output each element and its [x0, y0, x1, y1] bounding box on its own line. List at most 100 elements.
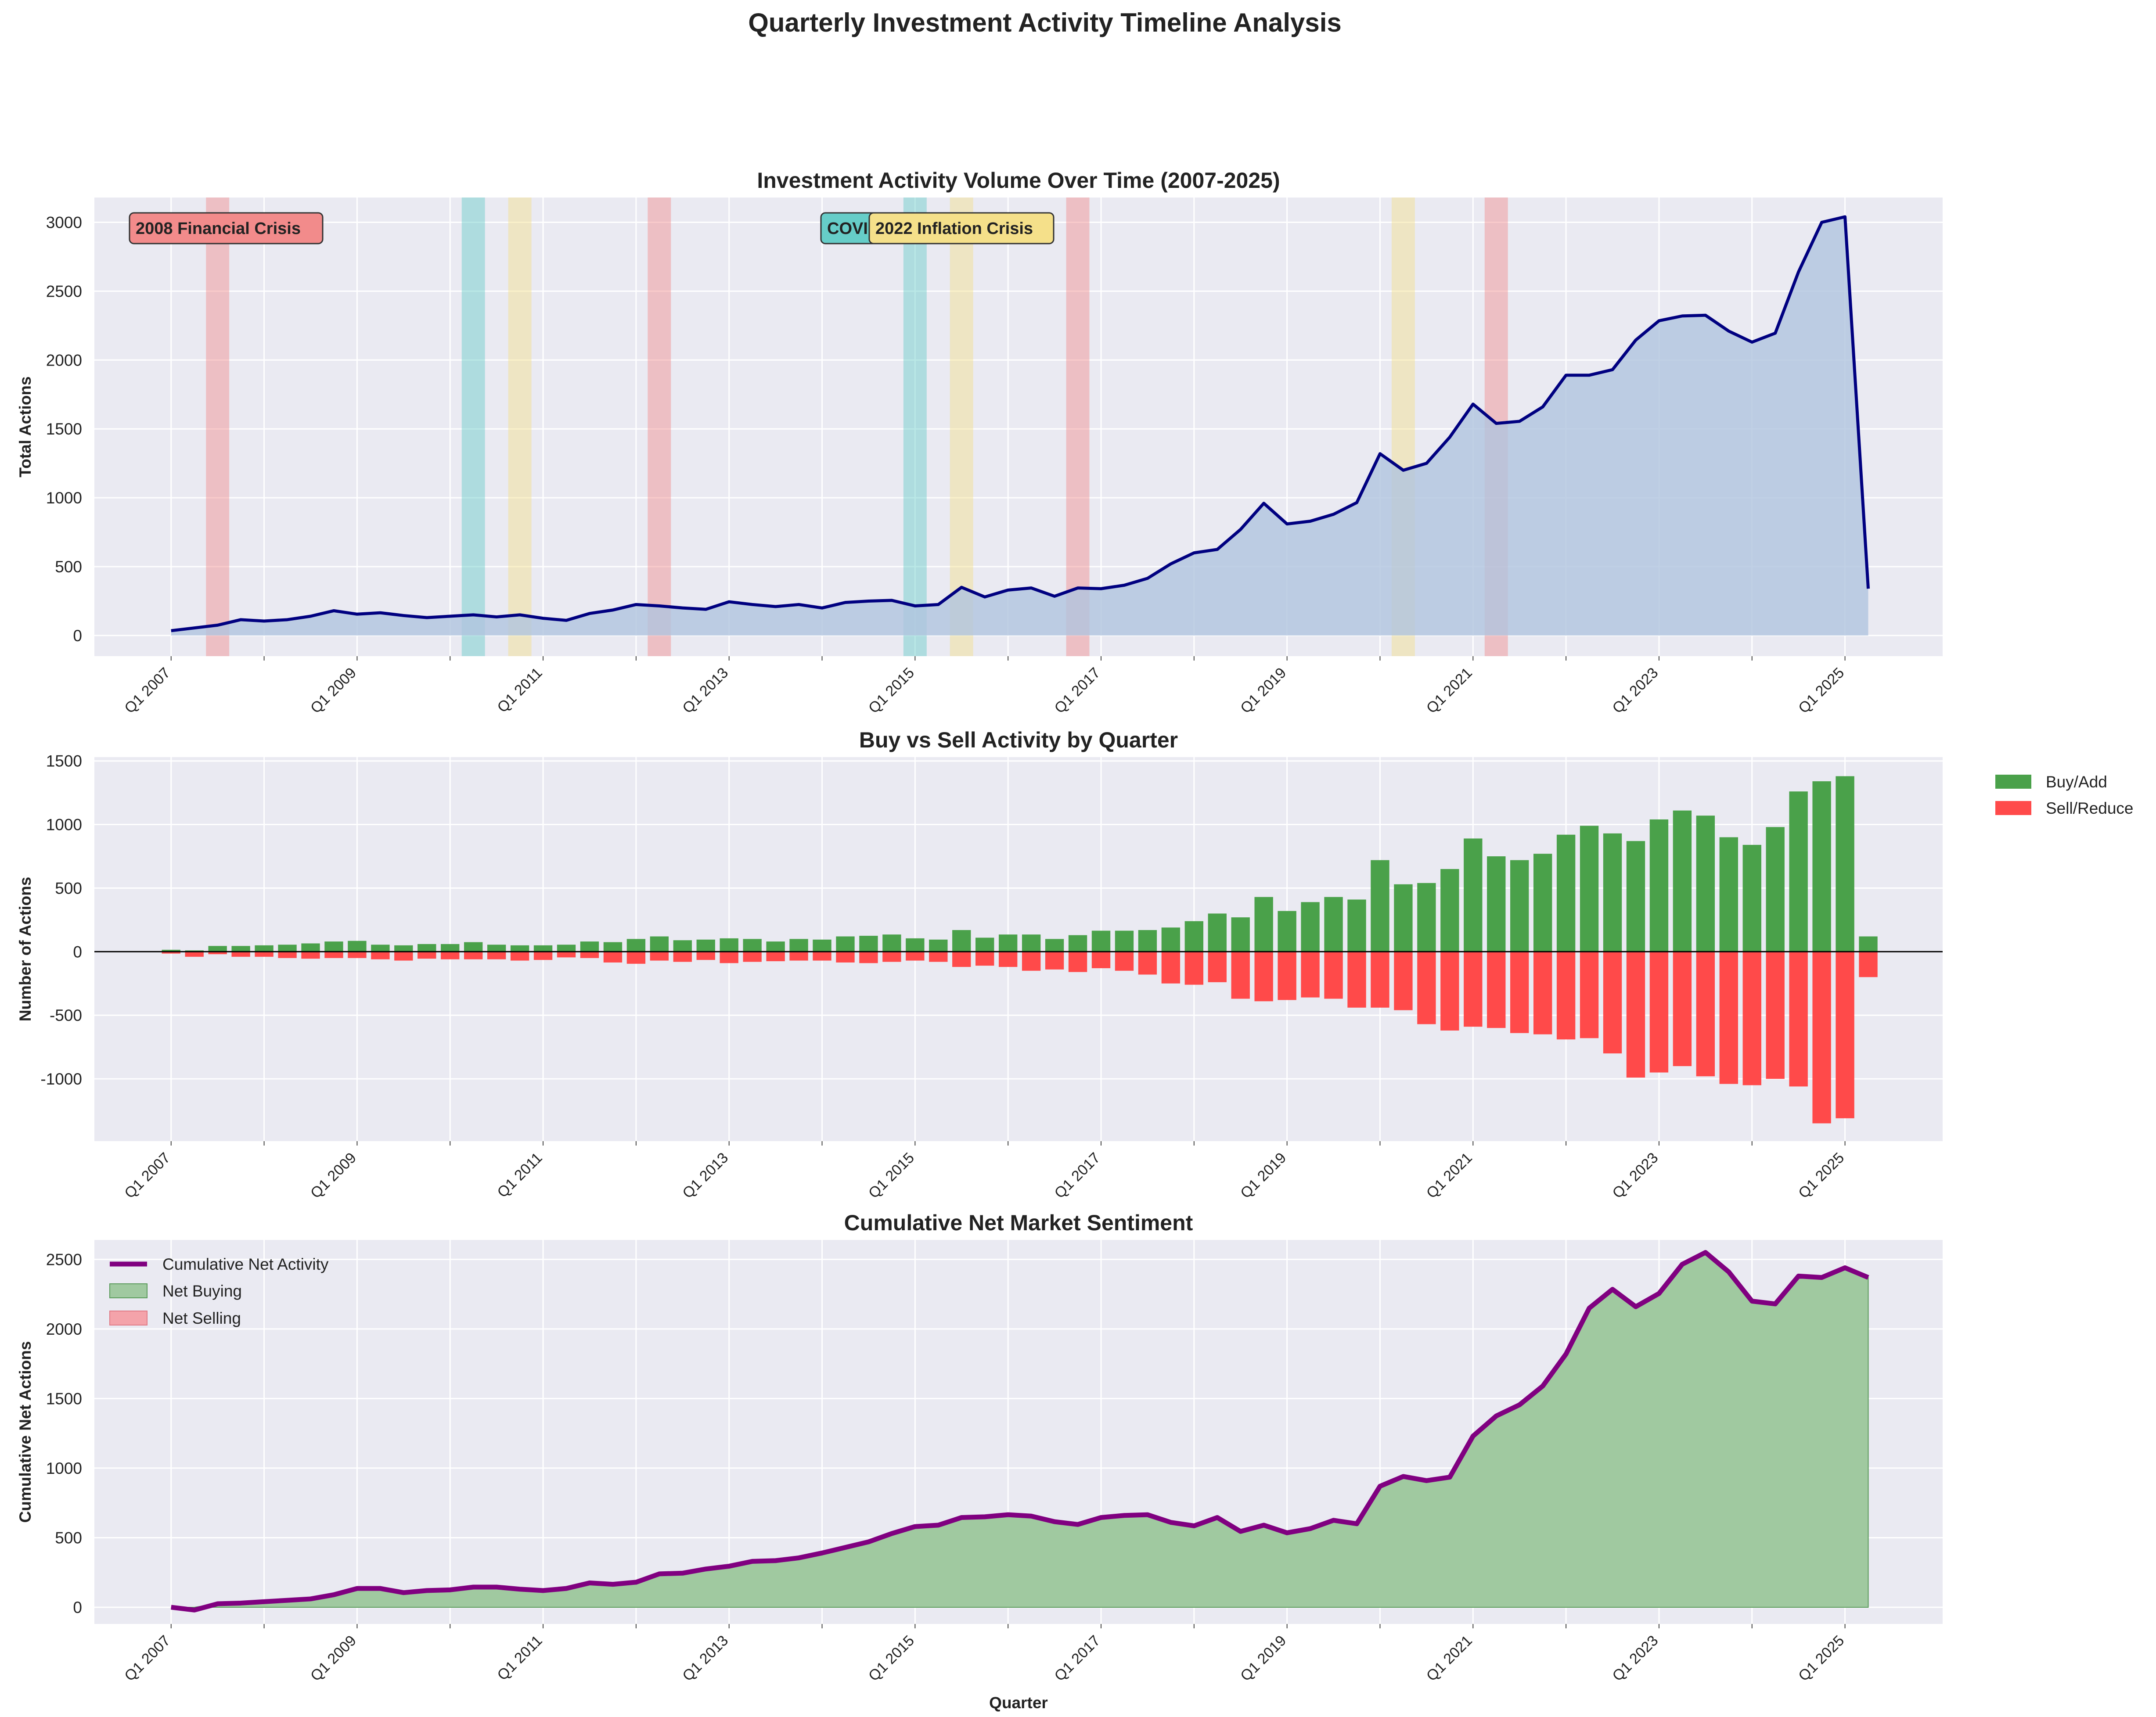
buy-bar: [1580, 826, 1599, 952]
buy-bar: [603, 942, 623, 952]
buy-bar: [533, 945, 553, 952]
sell-bar: [1766, 952, 1785, 1079]
buy-bar: [1626, 841, 1645, 952]
sell-bar: [580, 952, 599, 958]
buy-bar: [1231, 917, 1250, 952]
buy-bar: [1836, 776, 1854, 952]
y-tick-label: 2500: [46, 282, 82, 300]
sell-bar: [1556, 952, 1576, 1040]
sell-bar: [255, 952, 274, 957]
x-tick-label: Q1 2007: [121, 1149, 173, 1202]
sell-bar: [1184, 952, 1203, 985]
sell-bar: [301, 952, 320, 959]
buy-bar: [952, 930, 971, 952]
sell-bar: [1673, 952, 1692, 1067]
sell-bar: [394, 952, 413, 961]
buy-bar: [1115, 930, 1134, 952]
sell-bar: [487, 952, 506, 959]
buy-bar: [371, 945, 390, 952]
y-tick-label: 500: [55, 558, 82, 576]
event-band: [508, 198, 532, 656]
buy-bar: [1696, 815, 1715, 952]
y-tick-label: 500: [55, 1529, 82, 1547]
panel-title: Buy vs Sell Activity by Quarter: [859, 728, 1178, 752]
x-tick-label: Q1 2011: [494, 1149, 545, 1201]
sell-bar: [557, 952, 576, 958]
total-actions-line: [171, 215, 1870, 632]
buy-bar: [1301, 902, 1320, 952]
y-tick-label: 3000: [46, 213, 82, 231]
buy-bar: [1254, 897, 1273, 952]
sell-bar: [162, 952, 180, 954]
annotation-box: [129, 212, 324, 244]
sell-bar: [324, 952, 343, 958]
y-axis-label: Total Actions: [16, 376, 34, 477]
sell-bar: [836, 952, 855, 963]
sell-bar: [208, 952, 227, 955]
sell-bar: [510, 952, 529, 961]
buy-bar: [162, 949, 180, 952]
y-tick-label: 2000: [46, 1320, 82, 1338]
buy-bar: [1371, 860, 1389, 952]
y-tick-label: 500: [55, 879, 82, 897]
x-tick-label: Q1 2011: [494, 1632, 545, 1684]
sell-bar: [1115, 952, 1134, 971]
sell-bar: [813, 952, 831, 961]
sell-bar: [1440, 952, 1459, 1031]
x-tick-label: Q1 2019: [1237, 1632, 1289, 1685]
sell-bar: [1091, 952, 1111, 968]
buy-bar: [1719, 837, 1738, 952]
sell-bar: [1859, 952, 1878, 977]
buy-bar: [255, 945, 274, 952]
x-tick-label: Q1 2013: [679, 665, 731, 717]
buy-bar: [487, 945, 506, 952]
x-tick-label: Q1 2007: [121, 665, 173, 717]
sell-bar: [882, 952, 901, 962]
buy-bar: [278, 945, 297, 952]
buy-bar: [766, 941, 785, 952]
sell-bar: [626, 952, 646, 964]
buy-bar: [231, 946, 250, 952]
y-tick-label: 0: [73, 1598, 82, 1616]
sell-bar: [533, 952, 553, 960]
buy-bar: [1533, 854, 1552, 952]
buy-bar: [1208, 913, 1227, 952]
buy-bar: [1742, 844, 1761, 952]
y-tick-label: -1000: [40, 1070, 82, 1088]
sell-bar: [1045, 952, 1064, 970]
buy-bar: [557, 945, 576, 952]
sell-bar: [1254, 952, 1273, 1002]
sell-bar: [1789, 952, 1808, 1087]
sell-bar: [464, 952, 483, 959]
sell-bar: [1836, 952, 1854, 1118]
x-tick-label: Q1 2023: [1609, 665, 1661, 717]
sell-bar: [1742, 952, 1761, 1085]
buy-bar: [1278, 911, 1296, 952]
sell-bar: [998, 952, 1018, 967]
sell-bar: [1696, 952, 1715, 1077]
sell-bar: [1278, 952, 1296, 1000]
buy-bar: [626, 939, 646, 952]
sell-bar: [952, 952, 971, 967]
cumulative-panel: Q1 2007 Q1 2009 Q1 2011 Q1 2013 Q1 2015 Q1 20…: [16, 1211, 1943, 1712]
sell-bar: [1161, 952, 1181, 984]
panel-title: Cumulative Net Market Sentiment: [844, 1211, 1193, 1235]
x-tick-label: Q1 2023: [1609, 1149, 1661, 1202]
y-axis-label: Cumulative Net Actions: [16, 1341, 34, 1523]
y-tick-label: 1500: [46, 420, 82, 438]
buy-bar: [1440, 869, 1459, 952]
x-axis-label: Quarter: [989, 1694, 1048, 1712]
buy-bar: [906, 938, 925, 952]
x-axis-ticks: Q1 2007 Q1 2009 Q1 2011 Q1 2013 Q1 2015 Q1 20…: [121, 656, 1847, 717]
buy-bar: [1138, 930, 1157, 952]
sell-bar: [278, 952, 297, 958]
y-tick-label: 0: [73, 943, 82, 961]
x-tick-label: Q1 2017: [1051, 1149, 1104, 1202]
buy-bar: [1766, 827, 1785, 952]
buy-bar: [1091, 930, 1111, 952]
sell-bar: [696, 952, 715, 960]
annotation-label: 2008 Financial Crisis: [136, 219, 301, 238]
y-axis-label: Number of Actions: [16, 877, 34, 1022]
sell-bar: [441, 952, 460, 959]
